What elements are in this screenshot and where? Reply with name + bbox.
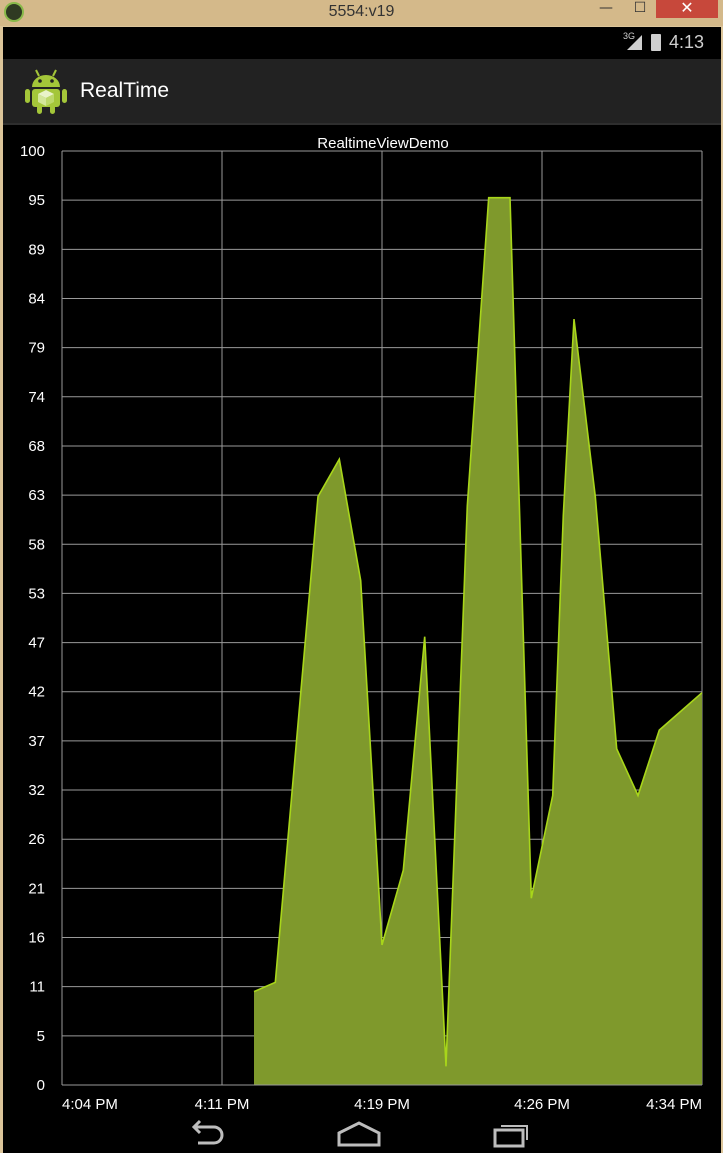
y-tick-label: 21 bbox=[28, 880, 45, 897]
network-type-label: 3G bbox=[623, 31, 636, 41]
chart-svg: 1009589847974686358534742373226211611504… bbox=[20, 135, 703, 1113]
y-tick-label: 63 bbox=[28, 487, 45, 504]
status-bar: 3G 4:13 bbox=[3, 27, 721, 59]
emulator-app-icon bbox=[4, 2, 24, 22]
action-bar: RealTime bbox=[3, 59, 721, 125]
back-icon[interactable] bbox=[186, 1117, 228, 1149]
chart-title: RealtimeViewDemo bbox=[317, 135, 448, 152]
y-tick-label: 37 bbox=[28, 733, 45, 750]
minimize-button[interactable]: — bbox=[599, 0, 613, 16]
y-tick-label: 95 bbox=[28, 192, 45, 209]
x-tick-label: 4:11 PM bbox=[195, 1096, 250, 1113]
y-tick-label: 84 bbox=[28, 290, 45, 307]
y-tick-label: 42 bbox=[28, 684, 45, 701]
realtime-chart: 100 95 89 84 79 74 68 63 58 53 47 42 37 32 26 21 16 11 5 0 4… bbox=[3, 125, 721, 1115]
y-tick-label: 32 bbox=[28, 782, 45, 799]
navigation-bar bbox=[3, 1115, 721, 1153]
close-button[interactable]: ✕ bbox=[656, 0, 718, 18]
x-tick-label: 4:04 PM bbox=[62, 1096, 118, 1113]
window-title: 5554:v19 bbox=[328, 3, 395, 20]
battery-icon bbox=[651, 34, 661, 51]
android-screen: 3G 4:13 RealTime 100 95 89 84 79 74 bbox=[3, 27, 721, 1153]
home-icon[interactable] bbox=[336, 1117, 382, 1149]
status-time: 4:13 bbox=[669, 32, 705, 52]
emulator-title-bar: 5554:v19 — ☐ ✕ bbox=[0, 0, 723, 26]
y-tick-label: 47 bbox=[28, 635, 45, 652]
recent-apps-icon[interactable] bbox=[491, 1117, 533, 1149]
x-tick-label: 4:26 PM bbox=[514, 1096, 570, 1113]
y-tick-label: 53 bbox=[28, 585, 45, 602]
y-tick-label: 100 bbox=[20, 143, 45, 160]
y-tick-label: 16 bbox=[28, 930, 45, 947]
y-tick-label: 0 bbox=[37, 1077, 45, 1094]
signal-icon bbox=[627, 35, 642, 50]
y-tick-label: 26 bbox=[28, 831, 45, 848]
y-tick-label: 11 bbox=[29, 979, 45, 996]
x-tick-label: 4:34 PM bbox=[646, 1096, 702, 1113]
series-line bbox=[253, 196, 703, 1067]
maximize-button[interactable]: ☐ bbox=[633, 0, 647, 16]
y-tick-label: 5 bbox=[37, 1028, 45, 1045]
y-tick-label: 74 bbox=[28, 389, 45, 406]
y-tick-label: 89 bbox=[28, 241, 45, 258]
y-tick-label: 58 bbox=[28, 536, 45, 553]
series-area bbox=[254, 197, 702, 1085]
y-tick-label: 68 bbox=[28, 438, 45, 455]
android-robot-icon[interactable] bbox=[23, 67, 69, 115]
app-title: RealTime bbox=[80, 79, 170, 102]
x-tick-label: 4:19 PM bbox=[354, 1096, 410, 1113]
y-tick-label: 79 bbox=[28, 340, 45, 357]
